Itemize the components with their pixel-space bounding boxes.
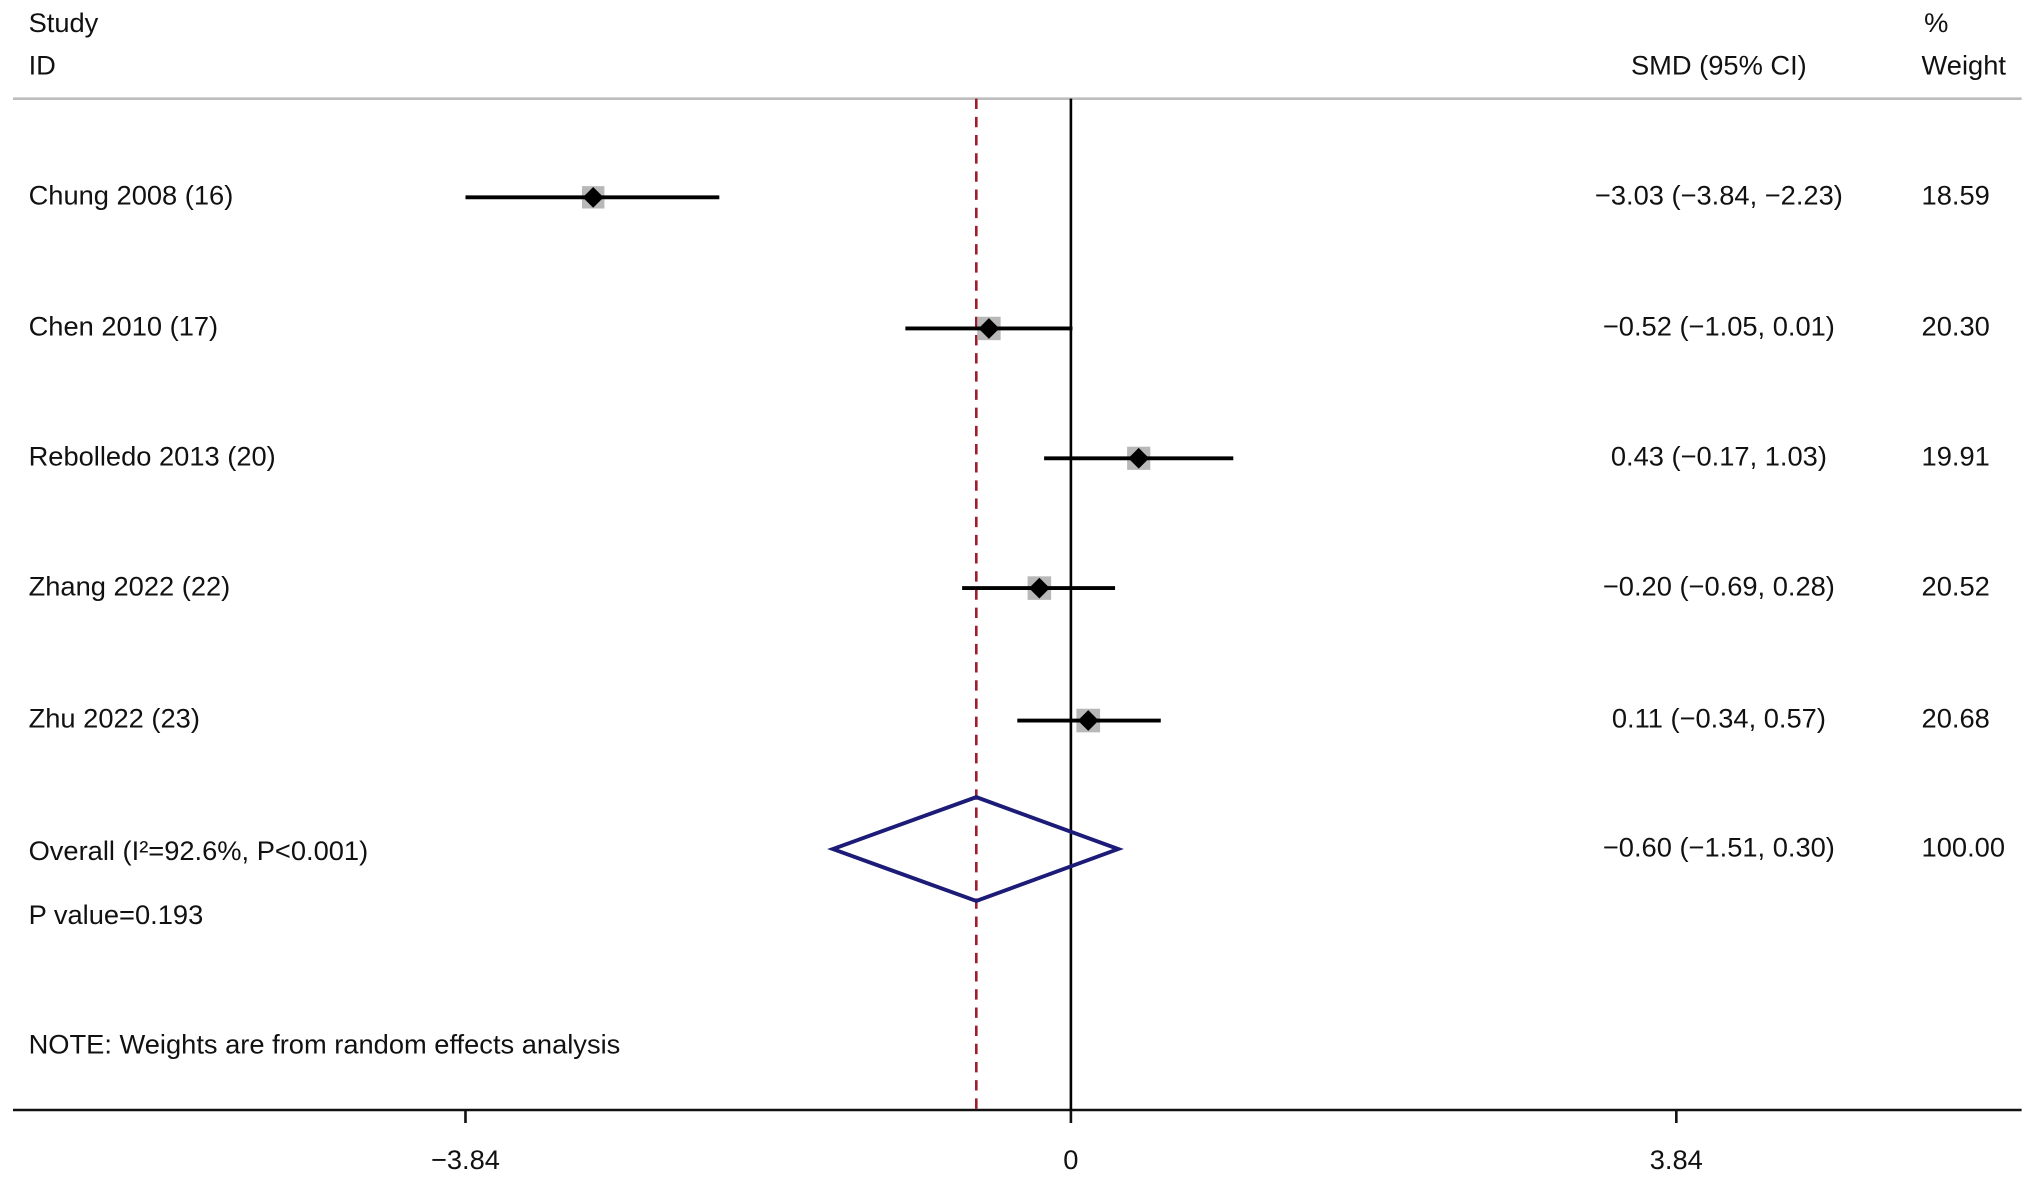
point-estimate [1077,710,1099,731]
point-estimate [582,186,604,208]
study-label: Zhu 2022 (23) [29,703,200,734]
weight-label: 20.30 [1922,311,1990,342]
overall-label: Overall (I²=92.6%, P<0.001) [29,835,369,866]
point-estimate [1128,447,1150,469]
point-estimate [978,318,1000,339]
study-label: Chung 2008 (16) [29,180,234,211]
effect-label: −0.52 (−1.05, 0.01) [1603,311,1835,342]
weight-label: 20.52 [1922,570,1990,601]
effect-label: 0.43 (−0.17, 1.03) [1611,440,1827,471]
x-tick-label: 0 [1063,1144,1078,1175]
effect-label: −3.03 (−3.84, −2.23) [1595,180,1843,211]
weight-label: 18.59 [1922,180,1990,211]
study-label: Rebolledo 2013 (20) [29,440,276,471]
overall-weight-label: 100.00 [1922,831,2005,862]
header-effect: SMD (95% CI) [1631,50,1807,81]
header-pct: % [1924,7,1948,38]
study-label: Chen 2010 (17) [29,311,219,342]
effect-label: −0.20 (−0.69, 0.28) [1603,570,1835,601]
note: NOTE: Weights are from random effects an… [29,1029,621,1060]
x-tick-label: 3.84 [1650,1144,1703,1175]
effect-label: 0.11 (−0.34, 0.57) [1612,703,1826,734]
weight-label: 19.91 [1922,440,1990,471]
overall-diamond [827,795,1124,904]
overall-effect-label: −0.60 (−1.51, 0.30) [1603,831,1835,862]
header-weight: Weight [1922,50,2007,81]
x-tick-label: −3.84 [431,1144,500,1175]
header-study: Study [29,7,99,38]
p-value: P value=0.193 [29,899,204,930]
weight-label: 20.68 [1922,703,1990,734]
study-label: Zhang 2022 (22) [29,570,231,601]
header-id: ID [29,50,56,81]
